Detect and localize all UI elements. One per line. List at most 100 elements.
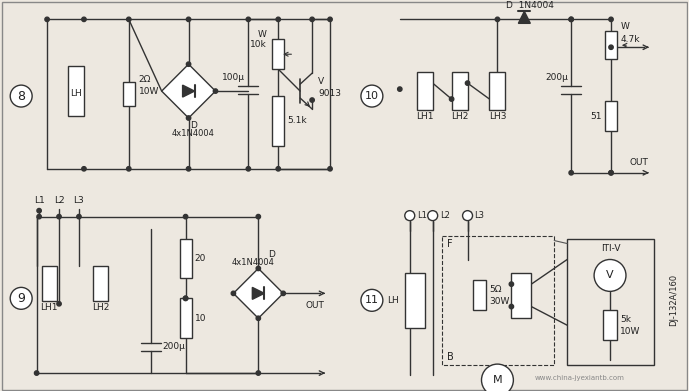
Text: V: V bbox=[318, 77, 325, 86]
Circle shape bbox=[509, 282, 513, 286]
Bar bbox=[511, 273, 531, 318]
Text: 51: 51 bbox=[590, 111, 602, 120]
Text: 10W: 10W bbox=[620, 327, 640, 336]
Bar bbox=[404, 273, 424, 328]
Text: 10W: 10W bbox=[138, 86, 159, 95]
Text: 11: 11 bbox=[365, 295, 379, 305]
Text: 30W: 30W bbox=[489, 297, 510, 306]
Circle shape bbox=[569, 17, 573, 22]
Bar bbox=[68, 66, 84, 116]
Circle shape bbox=[256, 266, 260, 271]
Circle shape bbox=[609, 17, 613, 22]
Text: LH2: LH2 bbox=[451, 113, 469, 122]
Circle shape bbox=[609, 170, 613, 175]
Circle shape bbox=[609, 170, 613, 175]
Text: D: D bbox=[190, 122, 197, 131]
Text: 5.1k: 5.1k bbox=[287, 117, 307, 126]
Text: 200μ: 200μ bbox=[545, 73, 568, 82]
Circle shape bbox=[37, 208, 41, 213]
Text: LH1: LH1 bbox=[416, 113, 433, 122]
Bar bbox=[180, 298, 192, 338]
Circle shape bbox=[187, 17, 191, 22]
Polygon shape bbox=[183, 85, 194, 97]
Text: 4x1N4004: 4x1N4004 bbox=[232, 258, 275, 267]
Circle shape bbox=[569, 17, 573, 22]
Bar bbox=[272, 39, 285, 69]
Circle shape bbox=[256, 214, 260, 219]
Circle shape bbox=[10, 85, 32, 107]
Text: D  1N4004: D 1N4004 bbox=[506, 1, 554, 10]
Text: 10k: 10k bbox=[249, 40, 266, 49]
Text: LH: LH bbox=[70, 89, 82, 98]
Circle shape bbox=[594, 260, 626, 291]
Circle shape bbox=[183, 296, 188, 301]
Circle shape bbox=[57, 214, 61, 219]
Text: L3: L3 bbox=[74, 196, 84, 205]
Circle shape bbox=[569, 170, 573, 175]
Text: DJ-132A/160: DJ-132A/160 bbox=[669, 274, 678, 326]
Bar bbox=[451, 72, 468, 110]
Circle shape bbox=[183, 214, 188, 219]
Circle shape bbox=[609, 45, 613, 49]
Circle shape bbox=[82, 17, 86, 22]
Text: 4.7k: 4.7k bbox=[621, 35, 641, 44]
Bar bbox=[123, 82, 135, 106]
Circle shape bbox=[57, 301, 61, 306]
Text: L1: L1 bbox=[417, 211, 426, 220]
Circle shape bbox=[361, 85, 383, 107]
Bar bbox=[603, 310, 617, 340]
Circle shape bbox=[34, 371, 39, 375]
Text: V: V bbox=[606, 271, 614, 280]
Text: W: W bbox=[621, 22, 630, 31]
Text: 2Ω: 2Ω bbox=[138, 75, 151, 84]
Polygon shape bbox=[252, 287, 265, 300]
Circle shape bbox=[232, 291, 236, 296]
Circle shape bbox=[10, 287, 32, 309]
Polygon shape bbox=[518, 11, 531, 23]
Text: L1: L1 bbox=[34, 196, 45, 205]
Circle shape bbox=[509, 304, 513, 309]
Bar bbox=[442, 235, 554, 365]
Text: 9: 9 bbox=[17, 292, 25, 305]
Circle shape bbox=[127, 17, 131, 22]
Circle shape bbox=[462, 211, 473, 221]
Text: 100μ: 100μ bbox=[223, 73, 245, 82]
Text: 20: 20 bbox=[194, 254, 206, 263]
Circle shape bbox=[328, 17, 332, 22]
Circle shape bbox=[187, 167, 191, 171]
Circle shape bbox=[398, 87, 402, 91]
Circle shape bbox=[187, 116, 191, 120]
Circle shape bbox=[82, 167, 86, 171]
Circle shape bbox=[361, 289, 383, 311]
Circle shape bbox=[256, 371, 260, 375]
Text: ITI-V: ITI-V bbox=[601, 244, 620, 253]
Circle shape bbox=[328, 167, 332, 171]
Text: www.china-jyexiantb.com: www.china-jyexiantb.com bbox=[534, 375, 624, 381]
Text: 5Ω: 5Ω bbox=[489, 285, 502, 294]
Bar bbox=[567, 239, 654, 365]
Circle shape bbox=[246, 17, 251, 22]
Text: L2: L2 bbox=[54, 196, 64, 205]
Bar bbox=[473, 280, 486, 310]
Circle shape bbox=[127, 167, 131, 171]
Bar bbox=[41, 266, 56, 301]
Text: LH: LH bbox=[387, 296, 399, 305]
Bar bbox=[180, 239, 192, 278]
Text: LH3: LH3 bbox=[489, 113, 506, 122]
Text: 10: 10 bbox=[194, 314, 206, 323]
Circle shape bbox=[310, 98, 314, 102]
Circle shape bbox=[276, 17, 280, 22]
Circle shape bbox=[76, 214, 81, 219]
Circle shape bbox=[281, 291, 285, 296]
Text: OUT: OUT bbox=[306, 301, 325, 310]
Circle shape bbox=[256, 316, 260, 321]
Circle shape bbox=[522, 17, 526, 22]
Text: LH1: LH1 bbox=[41, 303, 58, 312]
Circle shape bbox=[495, 17, 500, 22]
Bar bbox=[605, 101, 617, 131]
Bar bbox=[94, 266, 108, 301]
Text: M: M bbox=[493, 375, 502, 385]
Circle shape bbox=[276, 167, 280, 171]
Text: 200μ: 200μ bbox=[163, 342, 185, 351]
Bar bbox=[605, 31, 617, 59]
